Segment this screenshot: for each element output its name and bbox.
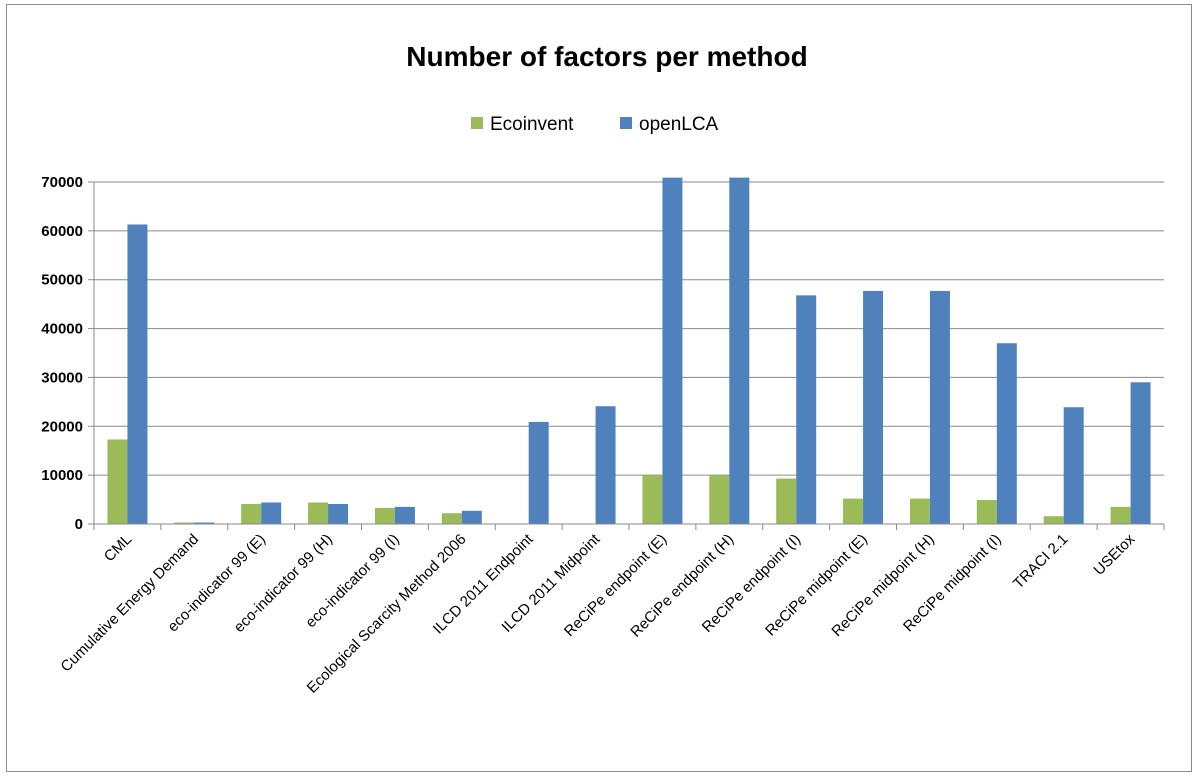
legend-label-1: openLCA xyxy=(639,114,719,135)
bar-ecoinvent-15 xyxy=(1110,506,1131,524)
bar-ecoinvent-3 xyxy=(308,502,329,524)
chart-frame xyxy=(6,4,1192,772)
x-axis xyxy=(93,182,1165,530)
bar-ecoinvent-2 xyxy=(241,503,262,524)
legend: Ecoinvent openLCA xyxy=(471,114,719,135)
legend-label-0: Ecoinvent xyxy=(490,114,574,135)
y-tick-label: 20000 xyxy=(41,418,83,435)
bar-openlca-2 xyxy=(261,502,282,524)
bar-openlca-12 xyxy=(929,290,950,524)
y-tick-label: 30000 xyxy=(41,369,83,386)
x-tick-label: USEtox xyxy=(1090,530,1138,578)
x-tick-label: TRACI 2.1 xyxy=(1010,531,1072,593)
bar-ecoinvent-0 xyxy=(107,439,128,524)
bar-ecoinvent-1 xyxy=(174,522,195,524)
bar-ecoinvent-4 xyxy=(374,507,395,524)
bar-ecoinvent-5 xyxy=(441,513,462,524)
bar-ecoinvent-11 xyxy=(843,498,864,524)
bar-openlca-15 xyxy=(1130,382,1151,524)
bars xyxy=(107,177,1151,524)
bar-openlca-1 xyxy=(194,522,215,524)
y-tick-label: 10000 xyxy=(41,467,83,484)
x-tick-label: CML xyxy=(101,531,135,565)
y-tick-label: 40000 xyxy=(41,321,83,338)
bar-openlca-9 xyxy=(729,177,750,524)
bar-openlca-14 xyxy=(1063,407,1084,524)
bar-openlca-0 xyxy=(127,224,148,524)
y-tick-label: 70000 xyxy=(41,174,83,191)
y-tick-label: 60000 xyxy=(41,223,83,240)
gridlines xyxy=(94,181,1164,476)
bar-ecoinvent-8 xyxy=(642,475,663,524)
y-tick-label: 50000 xyxy=(41,272,83,289)
bar-openlca-7 xyxy=(595,406,616,524)
legend-swatch-0 xyxy=(471,117,483,129)
bar-openlca-4 xyxy=(394,506,415,524)
bar-openlca-10 xyxy=(796,295,817,524)
bar-openlca-3 xyxy=(328,503,349,524)
legend-swatch-1 xyxy=(620,117,632,129)
bar-openlca-13 xyxy=(996,343,1017,524)
bar-ecoinvent-10 xyxy=(776,478,797,524)
bar-ecoinvent-14 xyxy=(1043,516,1064,524)
bar-openlca-8 xyxy=(662,177,683,524)
chart-title: Number of factors per method xyxy=(406,41,807,72)
bar-ecoinvent-12 xyxy=(909,498,930,524)
y-axis-ticks: 0 10000 20000 30000 40000 50000 60000 70000 xyxy=(41,174,94,533)
bar-ecoinvent-9 xyxy=(709,475,730,524)
y-tick-label: 0 xyxy=(75,516,83,533)
x-tick-label: Cumulative Energy Demand xyxy=(57,531,202,676)
bar-ecoinvent-13 xyxy=(976,500,997,524)
bar-openlca-5 xyxy=(461,510,482,524)
bar-openlca-11 xyxy=(863,290,884,524)
bar-openlca-6 xyxy=(528,421,549,524)
